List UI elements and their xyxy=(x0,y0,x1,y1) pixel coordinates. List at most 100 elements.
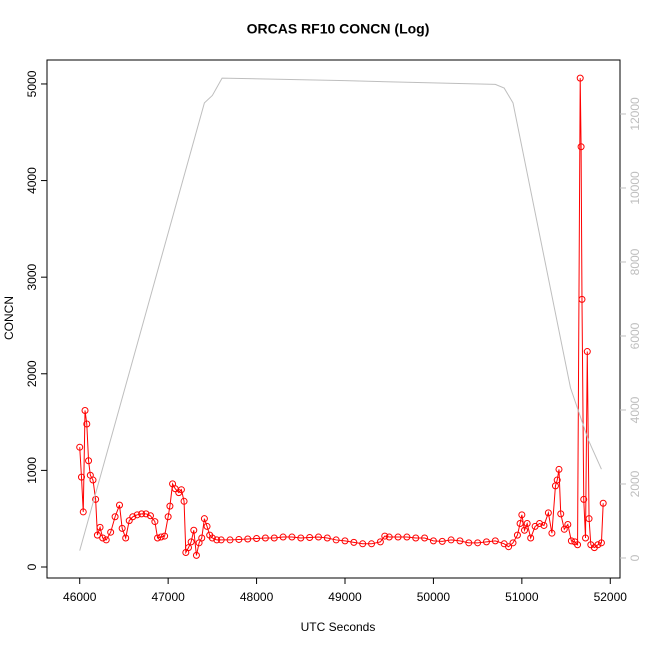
data-point xyxy=(146,512,154,520)
data-point xyxy=(583,348,591,356)
data-point xyxy=(180,497,188,505)
data-point xyxy=(536,520,544,528)
y2-tick-label: 12000 xyxy=(628,97,642,131)
data-point xyxy=(429,537,437,545)
data-point xyxy=(166,502,174,510)
y2-tick-label: 0 xyxy=(628,554,642,561)
data-point xyxy=(102,536,110,544)
data-point xyxy=(557,510,565,518)
data-point xyxy=(403,533,411,541)
data-point xyxy=(474,539,482,547)
data-point xyxy=(332,536,340,544)
data-point xyxy=(564,520,572,528)
data-point xyxy=(76,443,84,451)
data-point xyxy=(594,541,602,549)
data-point xyxy=(580,495,588,503)
data-point xyxy=(599,499,607,507)
data-point xyxy=(93,531,101,539)
data-point xyxy=(235,535,243,543)
x-tick-label: 46000 xyxy=(63,590,97,604)
data-point xyxy=(151,518,159,526)
data-point xyxy=(553,476,561,484)
data-point xyxy=(79,508,87,516)
data-point xyxy=(129,513,137,521)
data-point xyxy=(491,537,499,545)
data-point xyxy=(421,534,429,542)
y-tick-label: 5000 xyxy=(25,70,39,97)
data-point xyxy=(578,295,586,303)
data-point xyxy=(341,537,349,545)
data-point xyxy=(350,538,358,546)
data-point xyxy=(560,525,568,533)
data-point xyxy=(192,551,200,559)
data-point xyxy=(544,509,552,517)
data-point xyxy=(116,501,124,509)
data-point xyxy=(574,541,582,549)
data-point xyxy=(368,540,376,548)
y-tick-label: 4000 xyxy=(25,167,39,194)
x-tick-label: 48000 xyxy=(240,590,274,604)
data-point xyxy=(518,511,526,519)
data-point xyxy=(92,495,100,503)
data-point xyxy=(157,533,165,541)
data-point xyxy=(288,533,296,541)
data-point xyxy=(509,539,517,547)
x-tick-label: 50000 xyxy=(417,590,451,604)
data-point xyxy=(190,526,198,534)
data-point xyxy=(83,420,91,428)
y2-tick-label: 8000 xyxy=(628,248,642,275)
data-point xyxy=(577,143,585,151)
data-point xyxy=(161,532,169,540)
data-point xyxy=(385,533,393,541)
data-point xyxy=(184,544,192,552)
x-tick-label: 51000 xyxy=(505,590,539,604)
data-point xyxy=(261,534,269,542)
data-point xyxy=(394,533,402,541)
data-point xyxy=(96,523,104,531)
x-axis-label: UTC Seconds xyxy=(301,620,376,634)
data-point xyxy=(516,520,524,528)
data-point xyxy=(107,528,115,536)
data-point xyxy=(81,406,89,414)
data-point xyxy=(138,510,146,518)
chart-title: ORCAS RF10 CONCN (Log) xyxy=(247,21,430,37)
y2-tick-label: 6000 xyxy=(628,322,642,349)
data-point xyxy=(118,524,126,532)
data-point xyxy=(142,510,150,518)
data-point xyxy=(555,465,563,473)
data-point xyxy=(582,534,590,542)
y-tick-label: 1000 xyxy=(25,457,39,484)
data-point xyxy=(527,534,535,542)
data-point xyxy=(297,534,305,542)
data-point xyxy=(482,538,490,546)
data-point xyxy=(447,536,455,544)
data-point xyxy=(465,539,473,547)
data-point xyxy=(208,534,216,542)
data-point xyxy=(226,536,234,544)
data-point xyxy=(576,74,584,82)
data-point xyxy=(438,537,446,545)
data-point xyxy=(125,517,133,525)
data-point xyxy=(198,534,206,542)
data-point xyxy=(133,511,141,519)
y2-tick-label: 10000 xyxy=(628,171,642,205)
data-point xyxy=(164,513,172,521)
x-tick-label: 47000 xyxy=(151,590,185,604)
data-point xyxy=(187,538,195,546)
plot-frame xyxy=(46,59,621,579)
data-point xyxy=(597,539,605,547)
data-point xyxy=(505,543,513,551)
data-point xyxy=(412,534,420,542)
data-point xyxy=(585,515,593,523)
x-tick-label: 49000 xyxy=(328,590,362,604)
data-point xyxy=(154,534,162,542)
data-point xyxy=(540,521,548,529)
data-point xyxy=(314,533,322,541)
y-tick-label: 3000 xyxy=(25,263,39,290)
data-point xyxy=(381,532,389,540)
data-point xyxy=(200,515,208,523)
data-point xyxy=(323,534,331,542)
data-point xyxy=(376,538,384,546)
y-tick-label: 0 xyxy=(25,563,39,570)
